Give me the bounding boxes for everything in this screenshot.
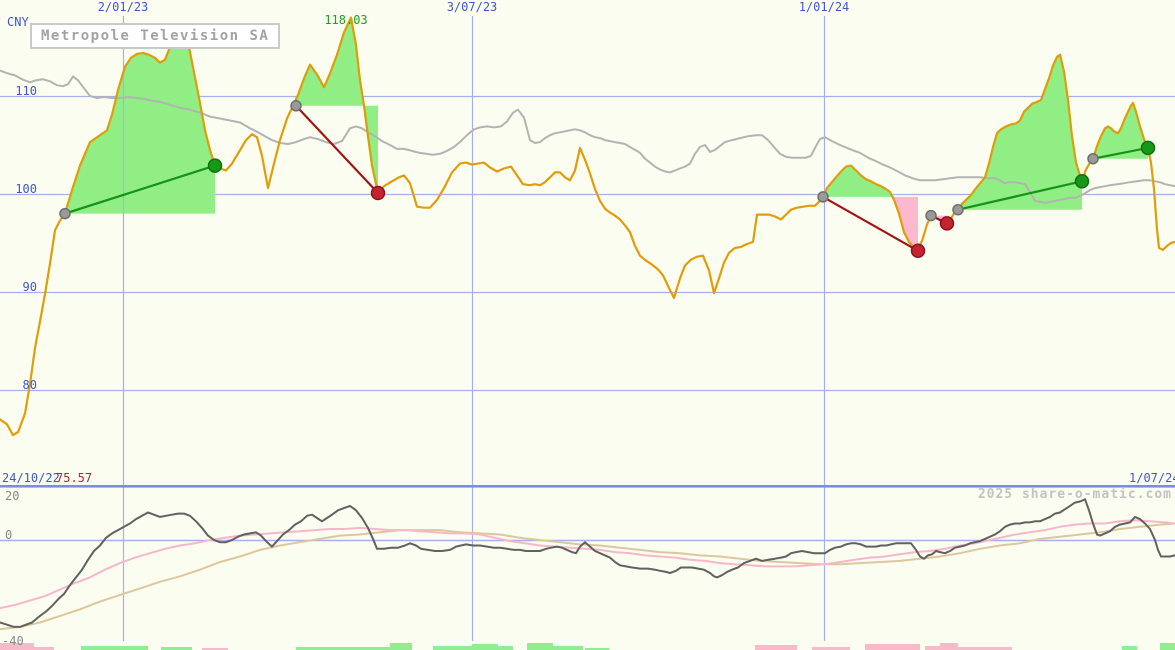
trade-fill-1 bbox=[65, 46, 215, 214]
indicator-slow-signal-line bbox=[0, 522, 1175, 631]
trade-fill-5 bbox=[958, 54, 1082, 210]
trade-entry-dot-1 bbox=[59, 207, 71, 220]
panel-separator-line bbox=[0, 485, 1175, 488]
instrument-title-box: Metropole Television SA bbox=[30, 23, 281, 49]
indicator-axis-tick--40: -40 bbox=[2, 634, 24, 648]
histogram-bar bbox=[390, 643, 412, 650]
start-price-label: 75.57 bbox=[56, 471, 93, 485]
histogram-bar bbox=[0, 643, 34, 650]
trade-entry-dot-4 bbox=[925, 209, 937, 222]
histogram-bar bbox=[1160, 643, 1175, 650]
trade-fill-2 bbox=[296, 17, 378, 193]
price-axis-tick-90: 90 bbox=[22, 280, 37, 294]
histogram-bar bbox=[202, 648, 228, 650]
trade-entry-dot-2 bbox=[290, 100, 302, 112]
histogram-bar bbox=[81, 646, 148, 650]
trade-entry-dot-6 bbox=[1087, 152, 1099, 165]
trade-exit-dot-1 bbox=[207, 158, 223, 173]
trade-exit-dot-3 bbox=[910, 243, 926, 259]
trade-exit-dot-4 bbox=[939, 216, 955, 231]
date-axis-tick: 2/01/23 bbox=[97, 0, 149, 14]
price-axis-tick-100: 100 bbox=[15, 182, 37, 196]
indicator-fast-signal-line bbox=[0, 519, 1175, 610]
date-axis-tick: 3/07/23 bbox=[446, 0, 498, 14]
histogram-bar bbox=[553, 646, 583, 650]
trade-exit-dot-2 bbox=[370, 185, 386, 201]
histogram-bar bbox=[34, 647, 54, 650]
price-axis-tick-80: 80 bbox=[22, 378, 37, 392]
trade-exit-dot-6 bbox=[1140, 140, 1156, 156]
histogram-bar bbox=[755, 645, 797, 650]
price-axis-tick-110: 110 bbox=[15, 84, 37, 98]
histogram-bar bbox=[498, 646, 513, 650]
histogram-bar bbox=[585, 648, 609, 650]
histogram-bar bbox=[161, 647, 192, 650]
histogram-bar bbox=[296, 647, 390, 650]
trade-trend-line-3 bbox=[822, 195, 919, 252]
histogram-bar bbox=[958, 647, 1012, 650]
date-axis-tick: 1/01/24 bbox=[798, 0, 850, 14]
histogram-bar bbox=[940, 643, 958, 650]
indicator-axis-tick-0: 0 bbox=[5, 528, 13, 542]
moving-average-line bbox=[0, 69, 1175, 204]
histogram-bar bbox=[812, 647, 850, 650]
histogram-bar bbox=[472, 644, 498, 650]
trade-trend-line-2 bbox=[295, 105, 379, 194]
instrument-title: Metropole Television SA bbox=[41, 28, 270, 44]
trade-trend-line-1 bbox=[64, 164, 216, 215]
watermark: 2025 share-o-matic.com bbox=[977, 487, 1172, 502]
currency-label: CNY bbox=[7, 15, 29, 29]
histogram-bar bbox=[865, 644, 920, 650]
histogram-bar bbox=[433, 646, 472, 650]
start-date-label: 24/10/22 bbox=[2, 471, 60, 485]
indicator-oscillator-line bbox=[0, 498, 1175, 628]
end-date-label: 1/07/24 bbox=[1129, 471, 1175, 485]
trade-entry-dot-5 bbox=[952, 203, 964, 216]
histogram-bar bbox=[1122, 646, 1137, 650]
trade-exit-dot-5 bbox=[1074, 174, 1090, 189]
trade-trend-line-5 bbox=[957, 180, 1083, 211]
peak-price-annotation: 118.03 bbox=[324, 13, 368, 27]
trade-entry-dot-3 bbox=[817, 191, 829, 203]
histogram-bar bbox=[527, 643, 553, 650]
indicator-axis-tick-20: 20 bbox=[5, 489, 20, 503]
price-line bbox=[0, 16, 1175, 437]
histogram-bar bbox=[925, 646, 940, 650]
trade-trend-line-6 bbox=[1092, 146, 1149, 160]
